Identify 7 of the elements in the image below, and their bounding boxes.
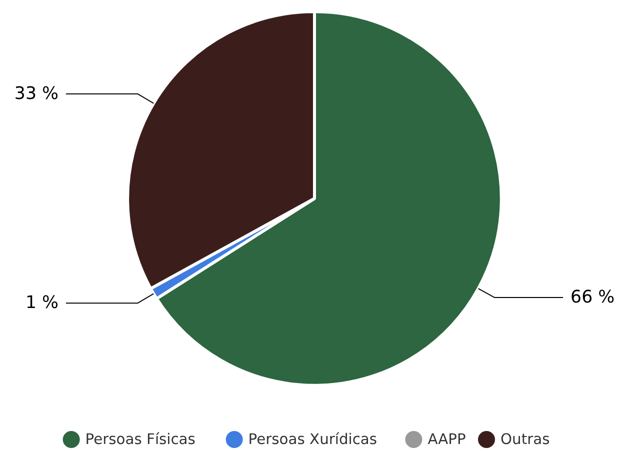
legend-label: Persoas Físicas [85,431,196,448]
data-label: 66 % [570,288,615,308]
legend-label: Persoas Xurídicas [248,431,378,448]
data-label: 1 % [25,293,58,314]
legend-label: AAPP [428,431,466,448]
data-label: 33 % [14,84,58,104]
legend-label: Outras [500,431,550,448]
